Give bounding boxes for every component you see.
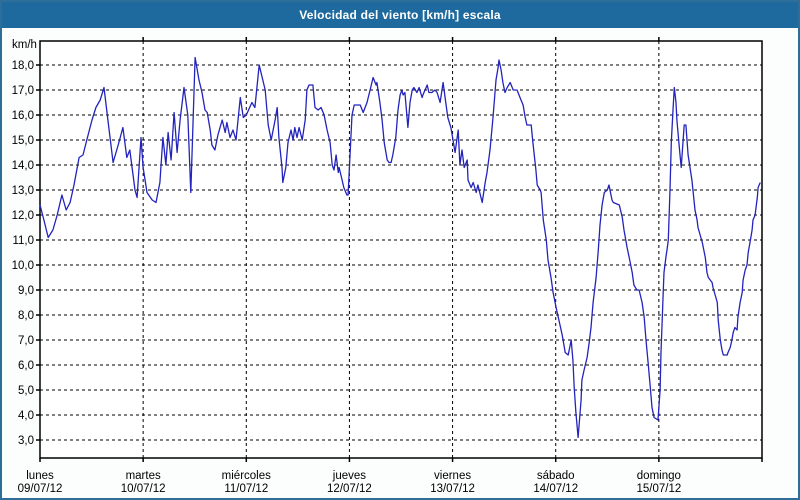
y-tick-label: 8,0	[18, 310, 34, 322]
x-date-label: 13/07/12	[430, 483, 475, 495]
y-tick-label: 6,0	[18, 360, 34, 372]
x-date-label: 14/07/12	[533, 483, 578, 495]
y-tick-label: 15,0	[12, 135, 34, 147]
y-axis-unit-label: km/h	[12, 39, 37, 51]
x-date-label: 10/07/12	[121, 483, 166, 495]
chart-canvas: 18,0 17,0 16,0 15,0 14,0 13,0 12,0 11,0 10,0 9,0 8…	[12, 37, 763, 495]
y-tick-label: 7,0	[18, 335, 34, 347]
chart-title-bar: Velocidad del viento [km/h] escala	[2, 2, 798, 28]
y-tick-label: 4,0	[18, 410, 34, 422]
x-date-label: 15/07/12	[636, 483, 681, 495]
x-day-label: jueves	[332, 470, 366, 482]
y-tick-label: 17,0	[12, 85, 34, 97]
y-tick-label: 10,0	[12, 260, 34, 272]
y-tick-label: 12,0	[12, 210, 34, 222]
y-tick-label: 5,0	[18, 385, 34, 397]
x-date-label: 12/07/12	[327, 483, 372, 495]
y-tick-label: 11,0	[12, 235, 34, 247]
x-day-label: martes	[126, 470, 161, 482]
y-tick-label: 3,0	[18, 435, 34, 447]
plot-background	[40, 41, 762, 458]
x-day-label: domingo	[637, 470, 681, 482]
x-day-label: lunes	[26, 470, 54, 482]
y-tick-label: 18,0	[12, 60, 34, 72]
y-tick-label: 9,0	[18, 285, 34, 297]
x-day-label: miércoles	[222, 470, 271, 482]
y-tick-label: 13,0	[12, 185, 34, 197]
x-date-label: 11/07/12	[224, 483, 268, 495]
chart-title: Velocidad del viento [km/h] escala	[299, 8, 501, 22]
wind-speed-line	[39, 56, 761, 439]
plot-frame	[39, 40, 763, 459]
y-tick-label: 16,0	[12, 110, 34, 122]
x-day-label: sábado	[537, 470, 575, 482]
chart-area: 18,0 17,0 16,0 15,0 14,0 13,0 12,0 11,0 10,0 9,0 8…	[2, 28, 798, 498]
x-date-label: 09/07/12	[18, 483, 63, 495]
y-tick-label: 14,0	[12, 160, 34, 172]
x-day-label: viernes	[434, 470, 471, 482]
